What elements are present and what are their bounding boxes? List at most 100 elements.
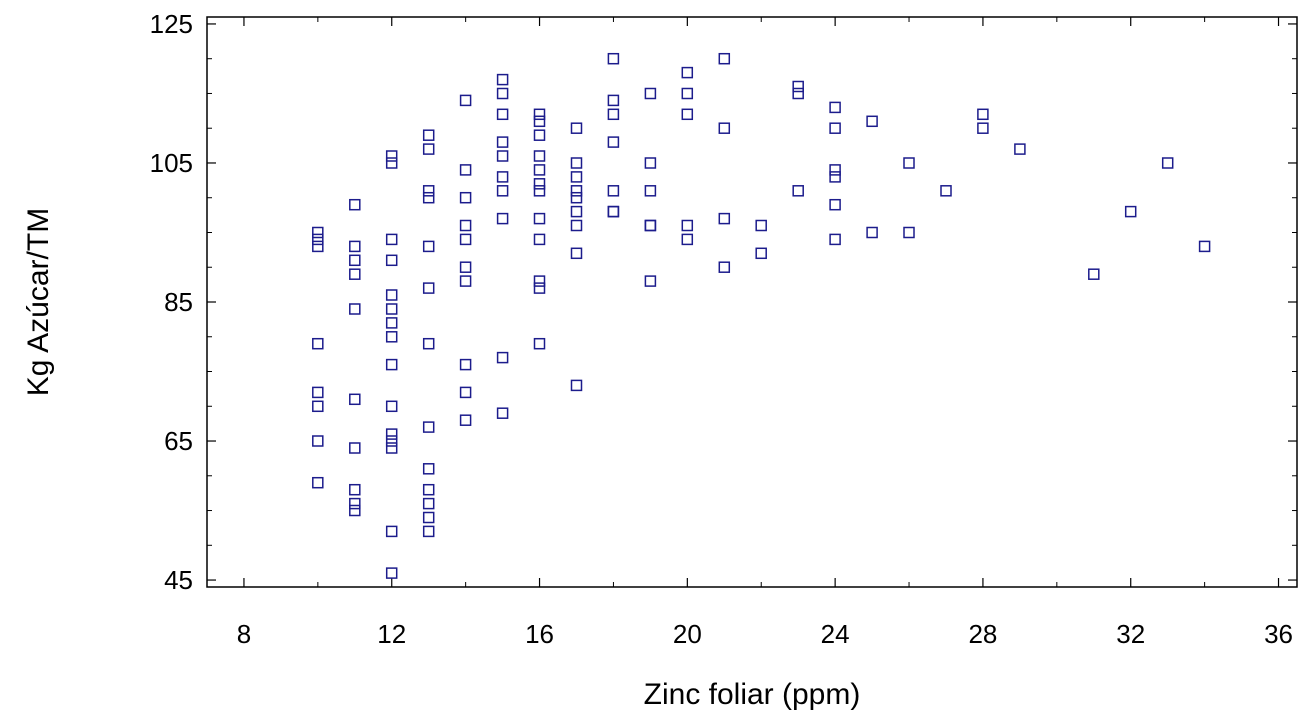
data-point [681,233,694,246]
data-point [644,219,657,232]
data-point [533,108,546,121]
data-point [644,87,657,100]
y-tick-label: 125 [150,9,193,39]
data-point [607,185,620,197]
data-point [792,80,804,93]
data-point [349,198,361,211]
y-axis-title: Kg Azúcar/TM [22,208,55,396]
data-point [792,185,804,197]
data-point [977,122,989,134]
data-point [496,108,509,121]
data-point [349,483,361,496]
data-point [385,400,398,413]
data-point [570,191,583,204]
data-point [459,164,472,176]
data-point [422,483,435,496]
data-point [312,476,324,489]
data-point [644,275,657,287]
data-point [422,282,435,294]
x-tick-label: 20 [673,619,702,649]
data-point [385,442,398,454]
data-point [681,219,694,232]
data-point [570,219,583,232]
data-point [533,185,546,197]
data-point [422,525,435,538]
data-point [533,275,546,287]
data-point [570,379,583,392]
data-point [718,261,731,273]
data-point [459,191,472,204]
data-point [1124,205,1137,218]
data-point [940,185,952,197]
data-point [903,157,915,169]
data-point [496,351,509,364]
x-tick-label: 36 [1264,619,1293,649]
data-point [570,171,583,183]
data-point [422,421,435,433]
data-point [1161,157,1174,169]
data-point [349,442,361,454]
data-point [570,247,583,260]
data-point [755,247,767,260]
x-axis-title: Zinc foliar (ppm) [644,678,861,711]
x-tick-label: 28 [968,619,997,649]
data-point [570,185,583,197]
data-point [866,226,878,239]
data-point [829,122,841,134]
data-point [385,289,398,301]
data-point [459,261,472,273]
data-point [644,219,657,232]
data-point [422,185,435,197]
data-point [459,219,472,232]
data-point [422,337,435,350]
data-point [607,205,620,218]
data-point [385,331,398,343]
data-point [312,435,324,447]
data-point [312,400,324,413]
data-point [385,358,398,371]
data-point [533,233,546,246]
data-point [681,87,694,100]
data-point [496,73,509,86]
data-point [312,240,324,253]
data-point [533,164,546,176]
data-point [422,511,435,524]
data-point [422,191,435,204]
data-point [607,108,620,121]
data-point [385,303,398,315]
data-point [349,254,361,267]
data-point [533,282,546,294]
data-point [829,198,841,211]
x-tick-label: 8 [237,619,251,649]
data-point [496,150,509,162]
data-point [422,129,435,141]
plot-frame [206,16,1298,588]
data-point [349,393,361,406]
data-point [607,205,620,218]
data-point [459,94,472,107]
data-point [349,504,361,517]
data-point [385,157,398,169]
data-point [349,497,361,510]
data-point [681,66,694,79]
data-point [496,212,509,225]
data-point [607,94,620,107]
data-point [570,122,583,134]
data-point [607,52,620,65]
data-point [533,115,546,128]
x-tick-label: 32 [1116,619,1145,649]
data-point [385,525,398,538]
data-point [829,164,841,176]
data-point [533,129,546,141]
data-points [312,52,1211,579]
y-tick-label: 105 [150,148,193,178]
data-point [755,219,767,232]
data-point [607,136,620,148]
data-point [422,240,435,253]
data-point [718,212,731,225]
data-point [718,52,731,65]
data-point [422,497,435,510]
x-axis: 8 12 16 20 24 28 32 36 [237,17,1293,649]
data-point [718,122,731,134]
